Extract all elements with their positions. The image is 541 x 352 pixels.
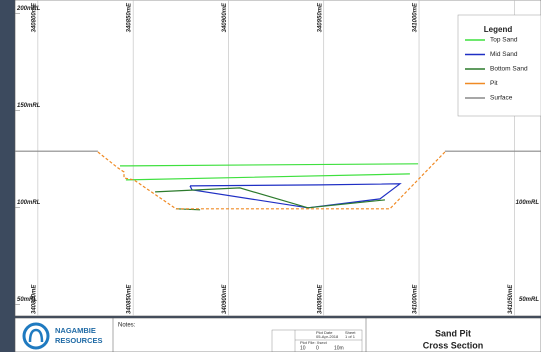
company-name: NAGAMBIE [55,326,96,335]
title-block [14,317,541,352]
legend-label: Bottom Sand [490,66,528,73]
x-tick-label: 340900mE [222,2,228,32]
notes: Notes: [118,323,136,329]
legend: Legend Top Sand Mid Sand Bottom Sand Pit Sur… [457,14,541,117]
y-tick-label: 200mRL [16,6,41,12]
legend-title: Legend [484,25,513,34]
legend-label: Surface [490,95,513,102]
chart-title: Sand Pit [435,328,471,338]
series-line [97,151,446,210]
x-tick-label: 341000mE [413,284,419,314]
y-tick-label: 150mRL [17,103,41,109]
legend-label: Top Sand [490,37,518,44]
scale: 10 [300,345,306,351]
x-tick-label: 340800mE [31,284,37,314]
grid: 340800mE 340800mE 340850mE 340850mE 340900mE… [15,0,539,316]
y-tick-label: 100mRL [17,200,41,206]
plot-date-label: Plot Date [316,330,333,335]
sheet-label: Sheet [345,330,356,335]
x-tick-label: 340850mE [127,2,133,32]
x-tick-label: 340800mE [31,2,37,32]
x-tick-label: 340900mE [222,284,228,314]
legend-box [457,14,541,117]
y-tick-label: 100mRL [516,200,540,206]
x-tick-label: 340850mE [127,284,133,314]
x-tick-label: 340950mE [317,2,323,32]
sheet: 1 of 1 [345,334,356,339]
chart-subtitle: Cross Section [423,340,484,350]
company-name: RESOURCES [55,336,103,345]
series-line [119,163,419,181]
y-tick-label: 50mRL [17,297,37,303]
legend-label: Mid Sand [490,51,518,58]
info-table [271,329,363,352]
series-group [15,150,541,211]
y-tick-label: 50mRL [519,297,539,303]
scale: 0 [316,345,319,351]
plot-date: 05-Apr-2018 [316,334,339,339]
plot-area [14,0,541,317]
x-tick-label: 340950mE [317,284,323,314]
x-tick-label: 341000mE [413,2,419,32]
scale: 10m [334,345,344,351]
plot-file: Plot File: Xsect [300,340,328,345]
logo [22,322,50,350]
legend-label: Pit [490,80,498,87]
x-tick-label: 341050mE [508,284,514,314]
logo [28,328,44,343]
